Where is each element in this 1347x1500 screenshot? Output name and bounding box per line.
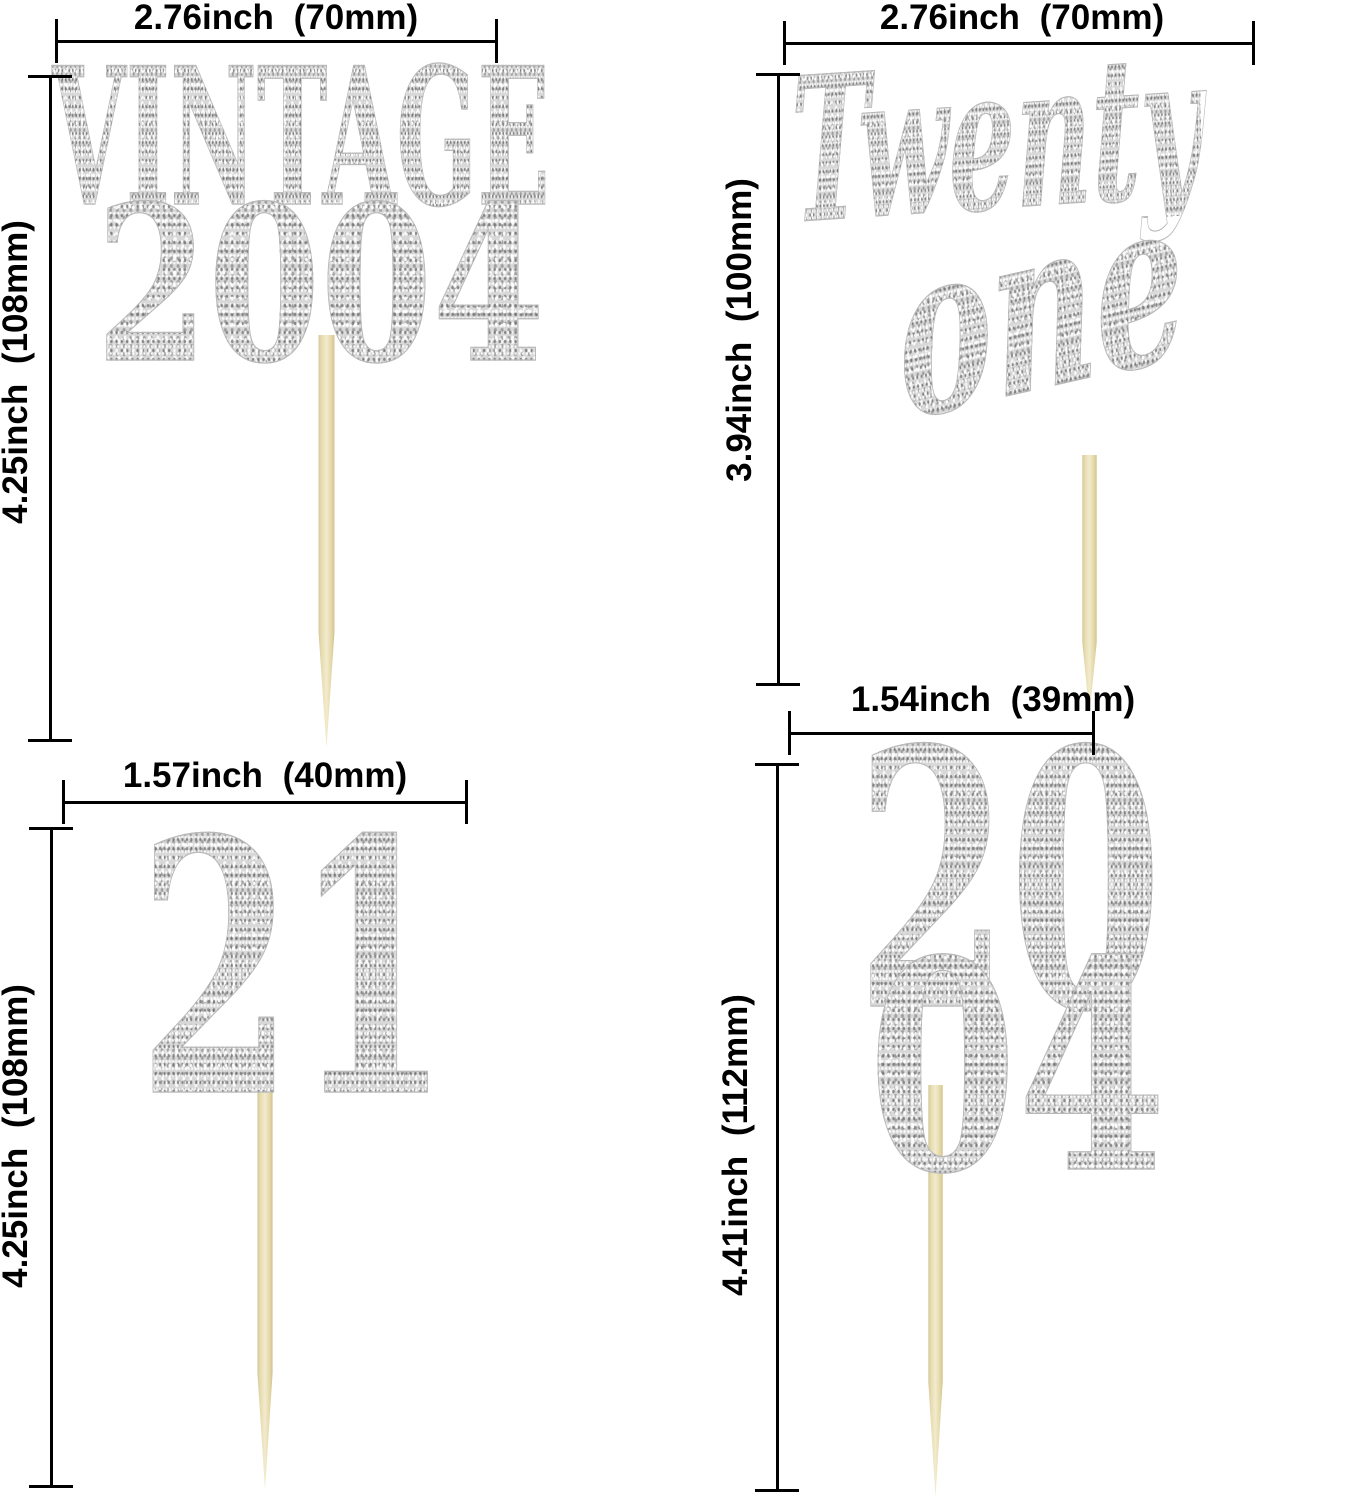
height-dimension-label: 4.25inch (108mm) bbox=[0, 984, 35, 1288]
topper-text-21: 21 bbox=[138, 763, 450, 1175]
width-dimension-line bbox=[55, 19, 498, 63]
dimension-tick-right bbox=[1092, 711, 1095, 755]
toothpick-stick bbox=[318, 335, 335, 748]
topper-text-04: 04 bbox=[868, 898, 1168, 1238]
dimension-tick-top bbox=[29, 827, 73, 830]
topper-text-year: 2004 bbox=[96, 158, 546, 411]
dimension-tick-right bbox=[1252, 21, 1255, 65]
dimension-tick-right bbox=[495, 19, 498, 63]
dimension-line bbox=[788, 731, 1095, 735]
dimension-tick-top bbox=[755, 763, 799, 766]
dimension-tick-left bbox=[783, 21, 786, 65]
height-dimension-label: 3.94inch (100mm) bbox=[720, 178, 759, 482]
height-dimension-line bbox=[29, 827, 73, 1488]
toothpick-stick bbox=[257, 1072, 273, 1490]
dimension-line bbox=[775, 763, 779, 1492]
dimension-line bbox=[48, 75, 52, 742]
dimension-tick-bottom bbox=[29, 1485, 73, 1488]
height-dimension-label: 4.25inch (108mm) bbox=[0, 220, 35, 524]
topper-text-one: one bbox=[885, 141, 1196, 474]
dimension-tick-bottom bbox=[28, 739, 72, 742]
width-dimension-line bbox=[788, 711, 1095, 755]
dimension-line bbox=[783, 41, 1255, 45]
height-dimension-line bbox=[756, 73, 800, 686]
width-dimension-label: 2.76inch (70mm) bbox=[879, 0, 1165, 37]
dimension-tick-left bbox=[55, 19, 58, 63]
toothpick-stick bbox=[1082, 455, 1097, 715]
dimension-line bbox=[776, 73, 780, 686]
width-dimension-line bbox=[783, 21, 1255, 65]
height-dimension-line bbox=[755, 763, 799, 1492]
dimension-tick-left bbox=[62, 780, 65, 824]
width-dimension-line bbox=[62, 780, 468, 824]
dimension-tick-bottom bbox=[756, 683, 800, 686]
dimension-tick-right bbox=[465, 780, 468, 824]
height-dimension-label: 4.41inch (112mm) bbox=[716, 994, 755, 1296]
width-dimension-label: 2.76inch (70mm) bbox=[133, 0, 419, 37]
dimension-tick-top bbox=[28, 75, 72, 78]
dimension-line bbox=[49, 827, 53, 1488]
dimension-line bbox=[55, 39, 498, 43]
dimension-tick-left bbox=[788, 711, 791, 755]
dimension-line bbox=[62, 800, 468, 804]
height-dimension-line bbox=[28, 75, 72, 742]
dimension-tick-bottom bbox=[755, 1489, 799, 1492]
dimension-tick-top bbox=[756, 73, 800, 76]
width-dimension-label: 1.54inch (39mm) bbox=[850, 680, 1136, 719]
width-dimension-label: 1.57inch (40mm) bbox=[122, 756, 408, 795]
